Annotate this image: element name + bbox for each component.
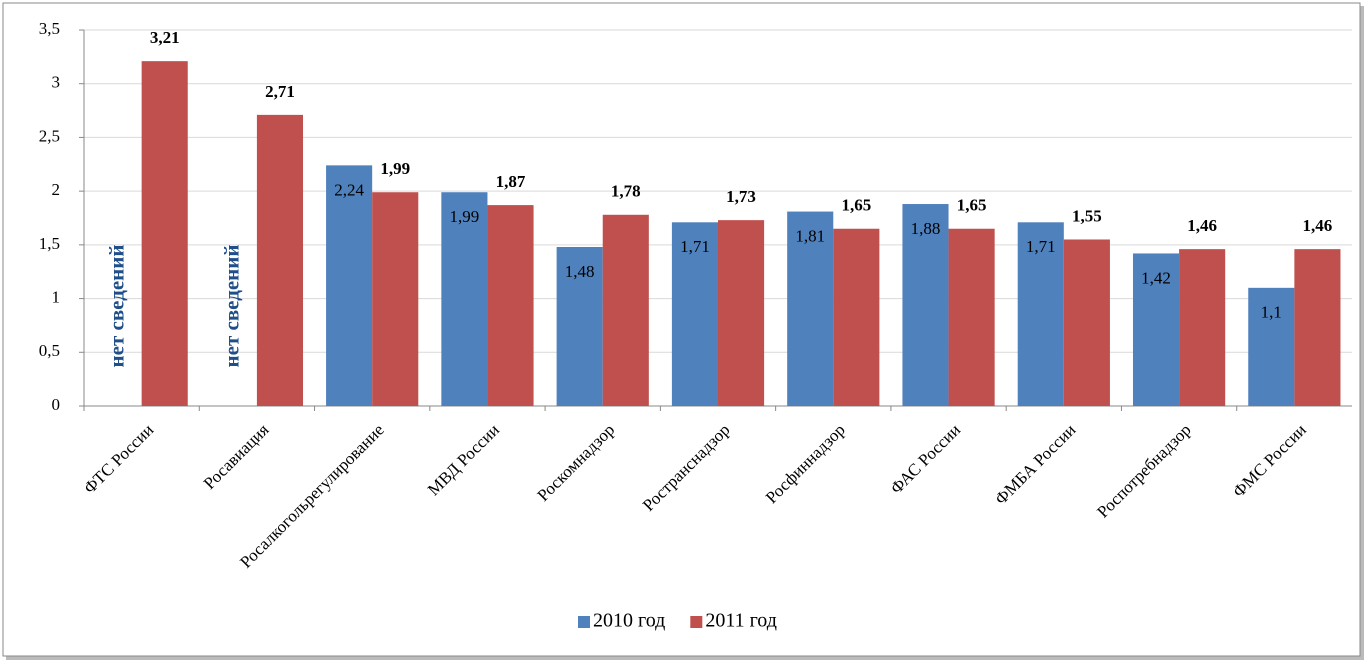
data-label: 1,55 <box>1072 206 1102 225</box>
data-label: 1,78 <box>611 182 641 201</box>
bar <box>1063 239 1110 406</box>
bar <box>1132 253 1180 406</box>
bar <box>556 247 603 406</box>
data-label: 1,46 <box>1187 216 1217 235</box>
bar <box>256 114 304 407</box>
bar <box>787 211 834 406</box>
data-label: 1,48 <box>565 262 595 281</box>
bar <box>718 220 765 406</box>
bar <box>948 228 995 406</box>
bar <box>372 192 419 406</box>
data-label: 1,88 <box>911 219 941 238</box>
data-label: 3,21 <box>150 28 180 47</box>
data-label: 1,65 <box>957 196 987 215</box>
data-label: 1,81 <box>795 226 825 245</box>
data-label: 1,65 <box>841 196 871 215</box>
y-tick-label: 0 <box>52 395 61 414</box>
bar <box>602 214 649 406</box>
y-tick-label: 2,5 <box>39 126 60 145</box>
bar <box>671 222 718 406</box>
y-tick-label: 3 <box>52 73 61 92</box>
bar <box>902 204 949 406</box>
y-tick-label: 0,5 <box>39 341 60 360</box>
bar <box>326 165 373 406</box>
annotation: нет сведений <box>220 245 244 368</box>
y-tick-label: 3,5 <box>39 19 60 38</box>
data-label: 1,71 <box>680 237 710 256</box>
legend-swatch <box>578 616 590 628</box>
data-label: 1,71 <box>1026 237 1056 256</box>
bar <box>1179 249 1226 406</box>
legend-swatch <box>690 616 703 628</box>
bar <box>141 61 188 406</box>
data-label: 1,99 <box>450 207 480 226</box>
data-label: 1,99 <box>380 159 410 178</box>
bar <box>833 228 880 406</box>
legend-label: 2010 год <box>593 610 665 632</box>
y-tick-label: 1 <box>52 287 61 306</box>
bar <box>487 205 534 406</box>
data-label: 1,73 <box>726 187 756 206</box>
data-label: 2,24 <box>334 180 364 199</box>
data-label: 2,71 <box>265 82 295 101</box>
data-label: 1,87 <box>496 172 526 191</box>
bar <box>1294 249 1341 406</box>
data-label: 1,1 <box>1261 303 1282 322</box>
bar <box>1248 287 1295 406</box>
y-tick-label: 1,5 <box>39 234 60 253</box>
bar <box>441 192 488 406</box>
annotation: нет сведений <box>104 245 128 368</box>
data-label: 1,42 <box>1141 268 1171 287</box>
legend-label: 2011 год <box>705 610 777 632</box>
data-label: 1,46 <box>1303 216 1333 235</box>
y-tick-label: 2 <box>52 180 61 199</box>
bar <box>1017 222 1064 406</box>
